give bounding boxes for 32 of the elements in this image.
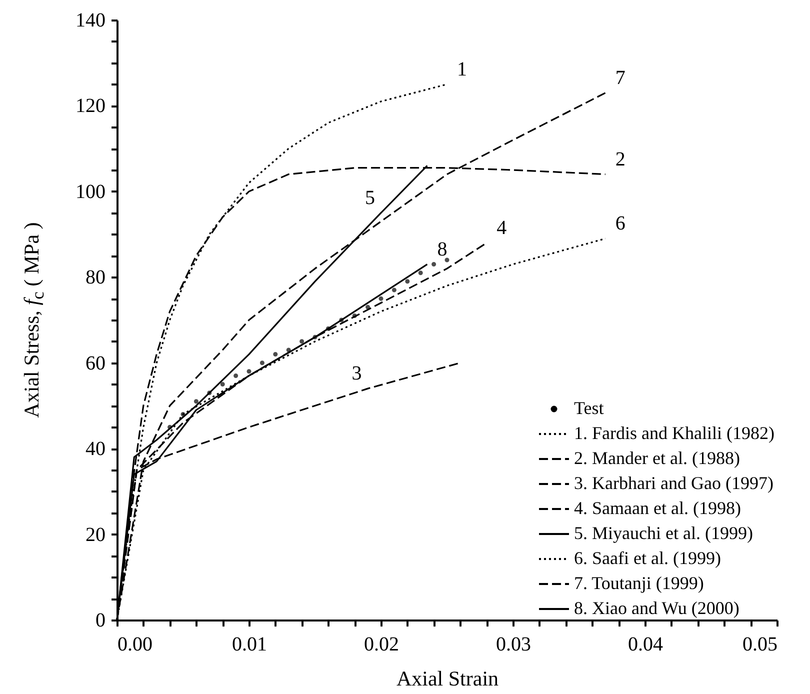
annotation: 2: [615, 148, 626, 170]
y-tick-label: 20: [86, 524, 106, 546]
annotation: 8: [437, 238, 448, 260]
legend-label: Test: [574, 398, 604, 418]
annotation: 4: [496, 216, 507, 239]
y-tick-label: 0: [96, 610, 106, 632]
y-tick-label: 100: [76, 180, 106, 203]
x-tick-label: 0.02: [364, 634, 399, 656]
annotation: 5: [365, 186, 375, 209]
legend-label: 1. Fardis and Khalili (1982): [574, 423, 774, 443]
annotation: 7: [615, 66, 626, 89]
annotation: 3: [352, 362, 362, 385]
x-tick-label: 0.04: [628, 634, 663, 656]
x-axis-title: Axial Strain: [396, 666, 500, 690]
y-tick-label: 40: [86, 438, 106, 460]
legend-label: 6. Saafi et al. (1999): [574, 548, 721, 568]
y-tick-label: 60: [86, 352, 106, 374]
legend-label: 7. Toutanji (1999): [574, 573, 704, 593]
y-tick-label: 120: [76, 95, 106, 118]
annotation: 6: [615, 212, 626, 235]
legend-label: 4. Samaan et al. (1998): [574, 498, 741, 518]
annotation: 1: [457, 58, 467, 80]
x-tick-label: 0.01: [232, 634, 267, 656]
x-tick-label: 0.03: [496, 634, 531, 656]
legend-label: 2. Mander et al. (1988): [574, 448, 740, 468]
y-tick-label: 140: [76, 10, 106, 32]
legend-label: 3. Karbhari and Gao (1997): [574, 473, 774, 493]
y-tick-label: 80: [86, 266, 106, 289]
legend-label: 5. Miyauchi et al. (1999): [574, 523, 753, 543]
legend-label: 8. Xiao and Wu (2000): [574, 598, 740, 618]
x-tick-label: 0.00: [118, 634, 152, 656]
x-tick-label: 0.05: [742, 634, 778, 656]
